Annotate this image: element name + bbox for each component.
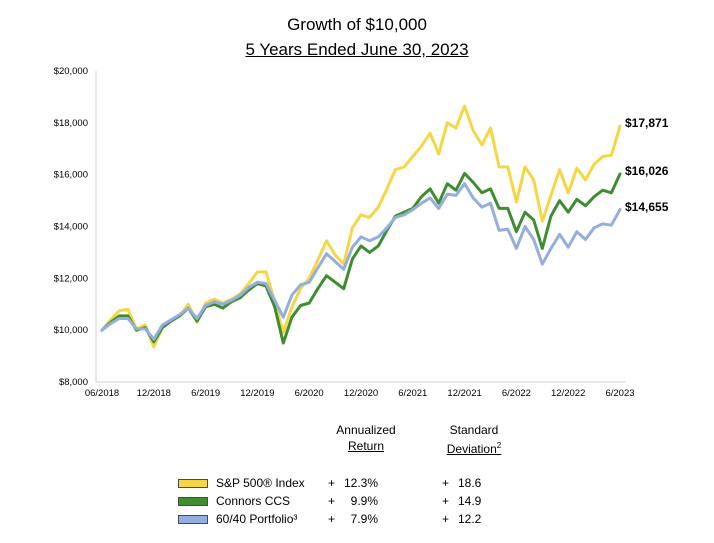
connors-ccs-line	[100, 171, 622, 345]
series-label: 60/40 Portfolio³	[216, 512, 298, 526]
return-sign: +	[328, 512, 336, 526]
x-tick-label: 12/2019	[240, 388, 274, 399]
portfolio-6040-end-label: $14,655	[625, 200, 669, 214]
sd-header-text: Deviation	[446, 442, 497, 456]
sd-sign: +	[442, 476, 450, 490]
x-tick-label: 12/2021	[447, 388, 481, 399]
legend-swatch	[178, 479, 208, 488]
return-value: 7.9%	[350, 512, 378, 526]
y-tick-label: $8,000	[59, 377, 88, 388]
portfolio-6040-line	[100, 182, 622, 341]
x-tick-label: 6/2020	[295, 388, 324, 399]
y-tick-label: $10,000	[54, 325, 88, 336]
y-tick-label: $16,000	[54, 170, 88, 181]
x-tick-label: 6/2023	[605, 388, 634, 399]
y-tick-label: $20,000	[54, 66, 88, 77]
sp500-line	[100, 104, 622, 349]
sd-sign: +	[442, 512, 450, 526]
x-tick-label: 6/2019	[191, 388, 220, 399]
return-value: 12.3%	[343, 476, 378, 490]
series-label: Connors CCS	[216, 494, 291, 508]
return-header-line2: Return	[347, 439, 385, 453]
connors-ccs-end-label: $16,026	[625, 164, 669, 178]
sd-sign: +	[442, 494, 450, 508]
std-dev-header: Standard Deviation2	[434, 422, 514, 457]
stats-table: S&P 500® Index + 12.3% + 18.6 Connors CC…	[178, 476, 518, 536]
return-sign: +	[328, 494, 336, 508]
return-sign: +	[328, 476, 336, 490]
legend-swatch	[178, 497, 208, 506]
growth-chart: $8,000 $10,000 $12,000 $14,000 $16,000 $18,00…	[54, 66, 669, 399]
x-tick-label: 12/2018	[137, 388, 171, 399]
y-tick-label: $14,000	[54, 222, 88, 233]
return-value: 9.9%	[350, 494, 378, 508]
y-tick-label: $18,000	[54, 118, 88, 129]
series-label: S&P 500® Index	[216, 476, 305, 490]
legend-swatch	[178, 515, 208, 524]
stats-row: S&P 500® Index + 12.3% + 18.6	[178, 476, 518, 492]
annualized-return-header: Annualized Return	[326, 422, 406, 454]
stats-row: Connors CCS + 9.9% + 14.9	[178, 494, 518, 510]
chart-subtitle: 5 Years Ended June 30, 2023	[245, 40, 469, 59]
x-tick-label: 12/2020	[344, 388, 378, 399]
chart-title: Growth of $10,000	[287, 15, 427, 34]
x-tick-label: 06/2018	[85, 388, 119, 399]
stats-row: 60/40 Portfolio³ + 7.9% + 12.2	[178, 512, 518, 528]
x-tick-label: 12/2022	[551, 388, 585, 399]
sd-footnote-marker: 2	[496, 441, 502, 450]
x-tick-label: 6/2021	[398, 388, 427, 399]
sd-value: 14.9	[458, 494, 482, 508]
y-tick-label: $12,000	[54, 273, 88, 284]
sp500-end-label: $17,871	[625, 116, 669, 130]
sd-value: 18.6	[458, 476, 482, 490]
return-header-line1: Annualized	[336, 423, 396, 437]
x-tick-label: 6/2022	[502, 388, 531, 399]
sd-header-line1: Standard	[449, 423, 499, 437]
sd-header-line2: Deviation2	[434, 438, 514, 457]
sd-value: 12.2	[458, 512, 482, 526]
